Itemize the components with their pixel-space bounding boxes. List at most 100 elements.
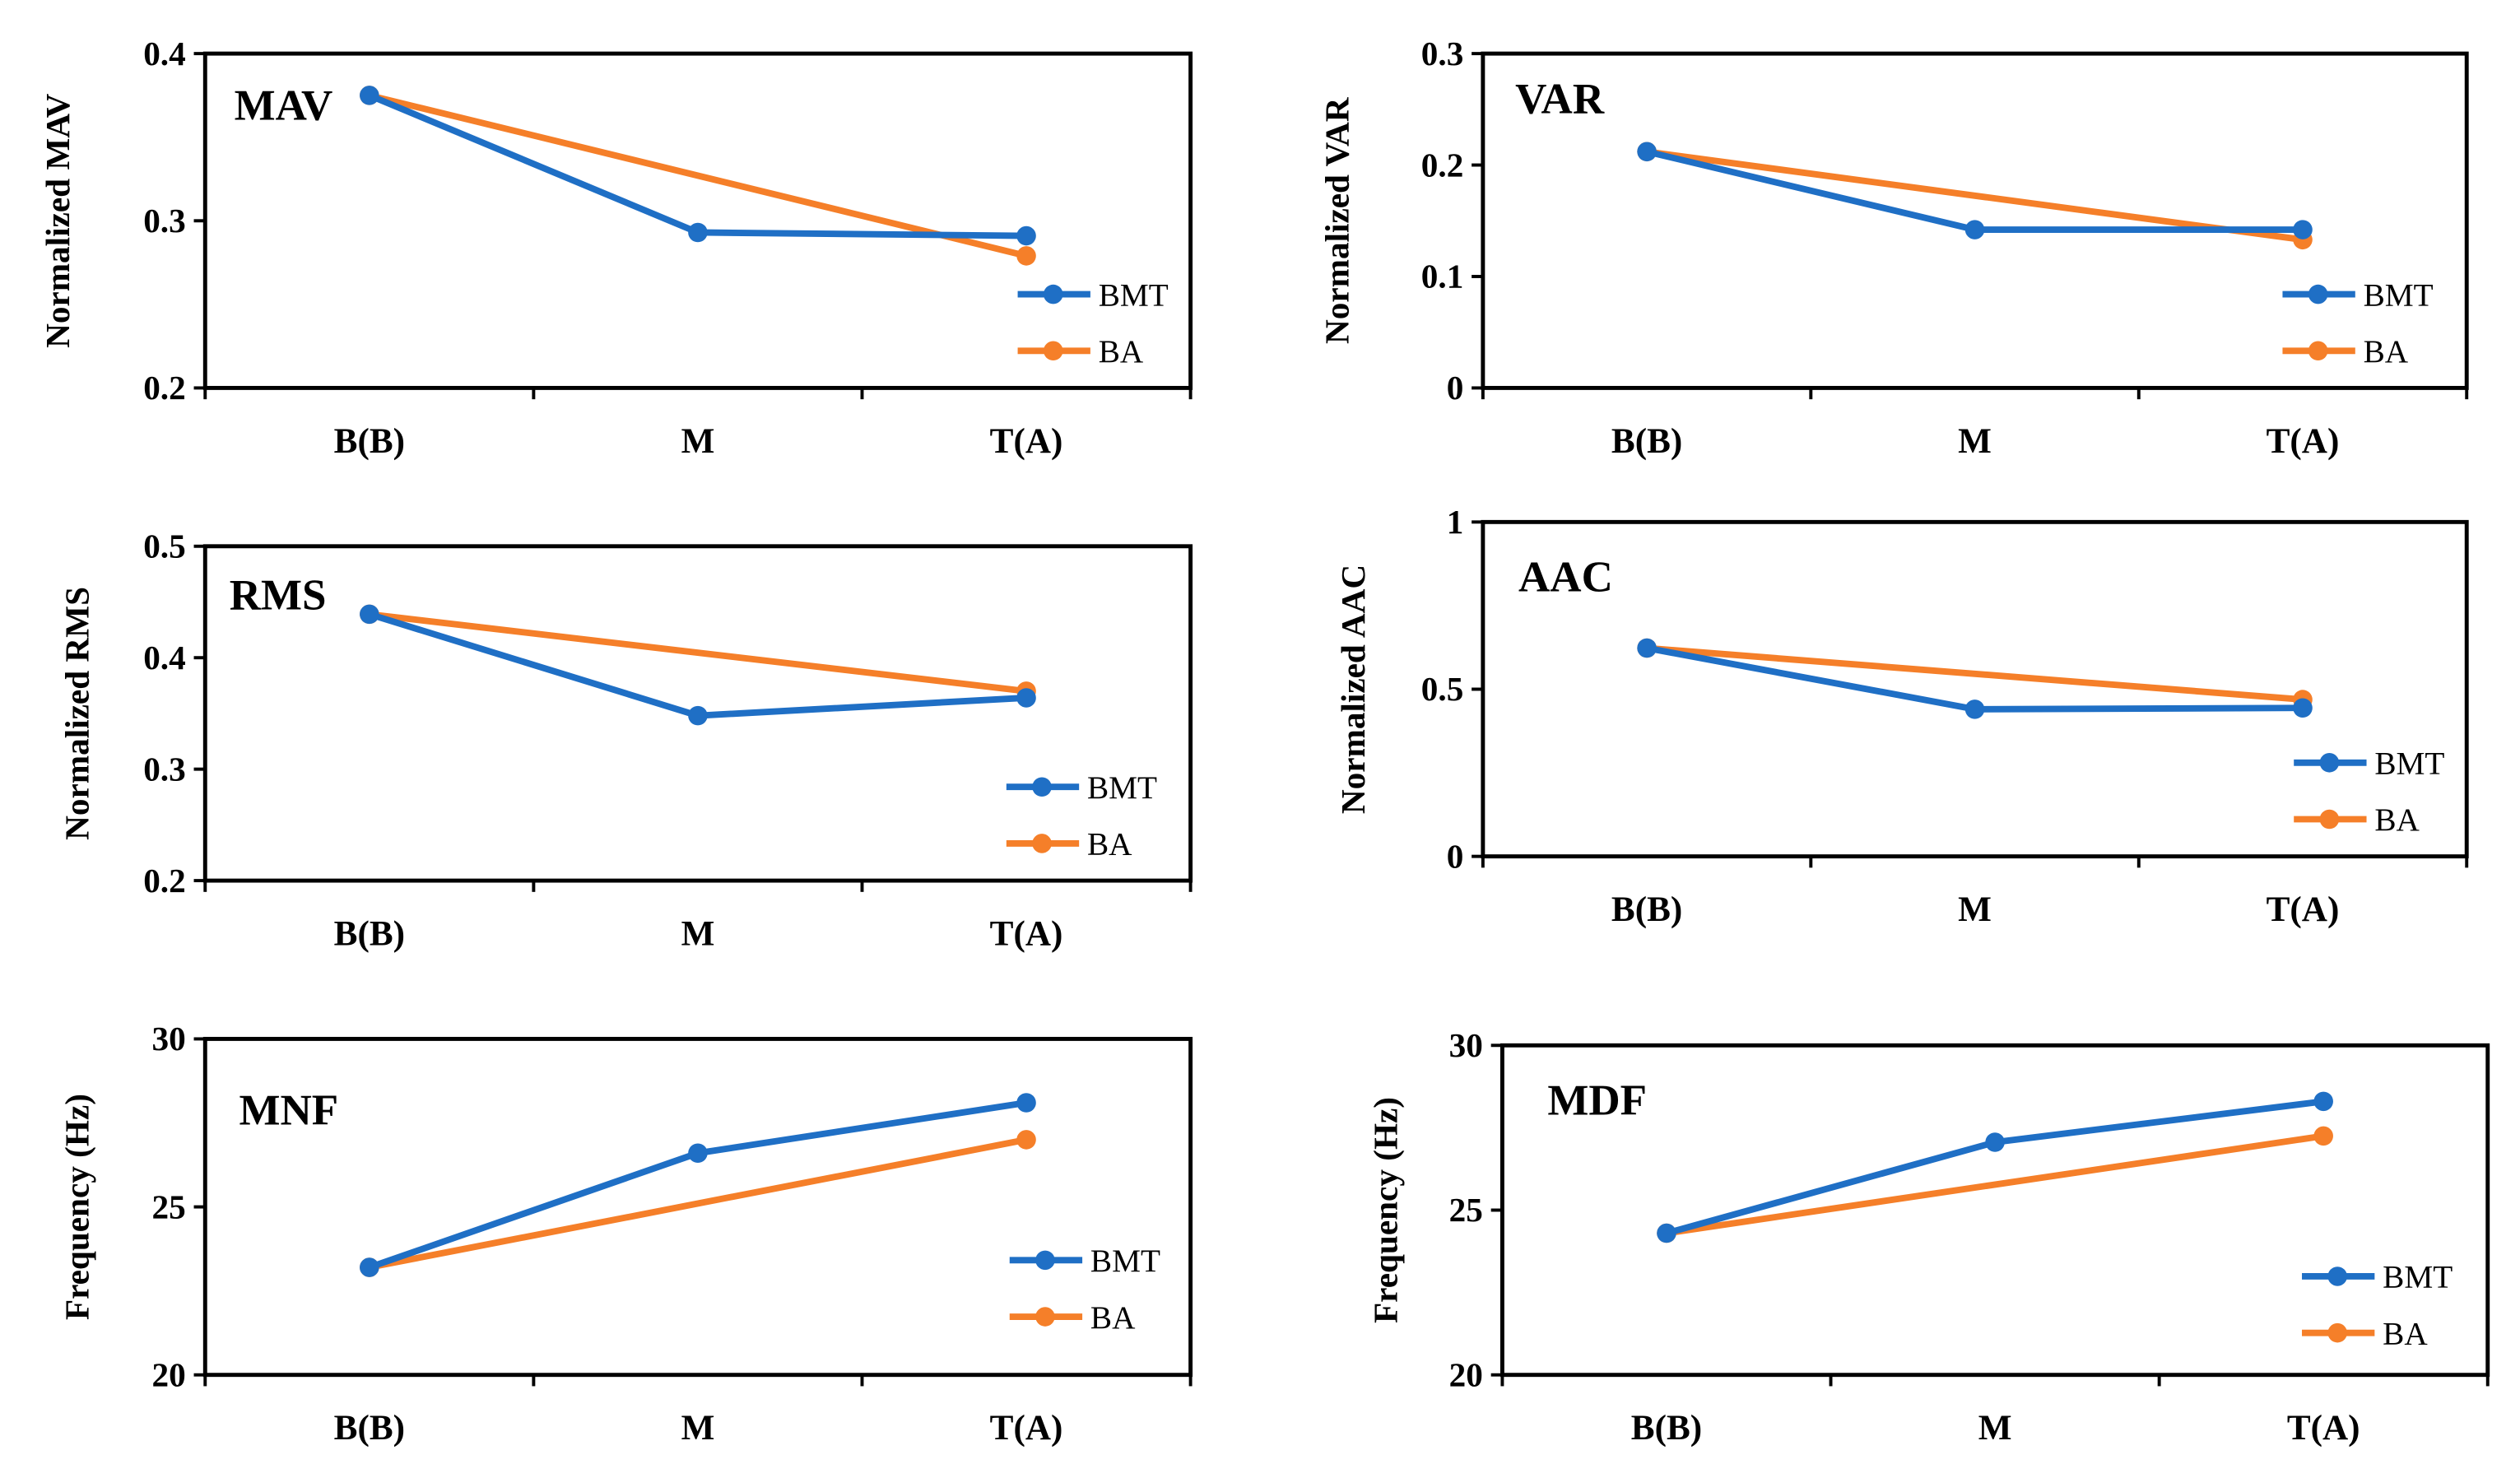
data-point-bmt xyxy=(2293,220,2313,239)
y-tick-label: 30 xyxy=(1449,1026,1483,1064)
legend-marker-bmt xyxy=(2308,284,2328,304)
legend-label-ba: BA xyxy=(2383,1316,2428,1351)
data-point-bmt xyxy=(1964,699,1985,719)
series-line-ba xyxy=(1666,1132,2324,1237)
legend-marker-ba xyxy=(2319,809,2340,830)
y-axis-label: Normalized VAR xyxy=(1318,96,1356,344)
x-tick-label: T(A) xyxy=(990,915,1063,954)
x-tick-label: B(B) xyxy=(1611,422,1682,461)
y-tick-label: 0.2 xyxy=(1421,146,1464,184)
y-tick-label: 25 xyxy=(1449,1191,1483,1229)
y-tick-label: 0.1 xyxy=(1421,258,1464,295)
legend-marker-ba xyxy=(2308,341,2328,361)
data-point-bmt xyxy=(688,222,708,243)
series-line-ba xyxy=(369,1136,1027,1271)
series-line-bmt xyxy=(368,611,1027,719)
data-point-bmt xyxy=(2293,698,2313,718)
series-line-ba xyxy=(368,92,1027,259)
legend-label-bmt: BMT xyxy=(1099,277,1169,313)
chart-rms: 0.2 0.3 0.4 0.5 B(B) M T(A) RMS Normalized RMS BM… xyxy=(58,528,1193,954)
data-point-bmt xyxy=(1016,225,1036,246)
chart-title: MDF xyxy=(1547,1077,1647,1125)
data-point-ba xyxy=(1016,246,1036,266)
y-tick-label: 0.5 xyxy=(1421,670,1464,708)
series-line-ba xyxy=(1646,644,2304,703)
y-tick-label: 0 xyxy=(1447,369,1464,407)
series-line-ba xyxy=(369,611,1027,695)
x-tick-label: M xyxy=(1958,890,1992,929)
x-tick-label: M xyxy=(1978,1409,2012,1448)
legend-marker-ba xyxy=(1035,1307,1055,1327)
data-point-bmt xyxy=(360,1257,379,1277)
chart-title: MNF xyxy=(239,1086,338,1134)
y-axis-label: Normalized RMS xyxy=(58,587,96,840)
y-tick-label: 0.5 xyxy=(143,528,186,565)
x-tick-label: B(B) xyxy=(334,422,405,461)
legend-marker-bmt xyxy=(2319,753,2340,773)
data-point-bmt xyxy=(688,705,708,726)
legend-label-ba: BA xyxy=(2374,802,2420,838)
series-line-bmt xyxy=(1665,1098,2324,1237)
data-point-bmt xyxy=(360,86,379,105)
data-point-bmt xyxy=(1637,638,1657,658)
chart-var: 0 0.1 0.2 0.3 B(B) M T(A) VAR Normalized VAR BMT B… xyxy=(1318,35,2469,461)
data-point-bmt xyxy=(360,604,379,625)
data-point-bmt xyxy=(1016,1093,1036,1113)
plot-frame xyxy=(202,51,1193,390)
plot-frame xyxy=(1481,51,2469,390)
data-point-ba xyxy=(1016,1130,1036,1150)
data-point-bmt xyxy=(1964,220,1985,239)
legend-label-bmt: BMT xyxy=(2374,746,2444,782)
y-tick-label: 0.3 xyxy=(143,202,186,239)
y-tick-label: 0.2 xyxy=(143,862,186,899)
legend-label-ba: BA xyxy=(1099,334,1144,369)
chart-mdf: 20 25 30 B(B) M T(A) MDF Frequency (Hz) BMT BA xyxy=(1366,1026,2490,1448)
y-tick-label: 0.2 xyxy=(143,369,186,407)
x-tick-label: B(B) xyxy=(1631,1409,1702,1448)
legend-label-bmt: BMT xyxy=(1087,770,1157,806)
legend-marker-ba xyxy=(1032,834,1052,853)
y-tick-label: 0.4 xyxy=(143,639,186,676)
legend-marker-bmt xyxy=(1035,1250,1055,1271)
x-tick-label: M xyxy=(681,422,715,461)
plot-frame xyxy=(202,544,1193,883)
x-tick-label: T(A) xyxy=(2287,1409,2360,1448)
y-tick-label: 20 xyxy=(152,1355,186,1393)
data-point-ba xyxy=(2313,1126,2333,1146)
legend-label-bmt: BMT xyxy=(1090,1243,1160,1279)
x-tick-label: B(B) xyxy=(334,1409,405,1448)
x-tick-label: B(B) xyxy=(1611,890,1682,929)
data-point-bmt xyxy=(2313,1091,2333,1112)
data-point-bmt xyxy=(1985,1132,2005,1152)
legend-label-ba: BA xyxy=(2364,334,2409,369)
legend-label-bmt: BMT xyxy=(2383,1260,2453,1295)
data-point-bmt xyxy=(1637,142,1657,162)
y-axis-label: Frequency (Hz) xyxy=(1366,1097,1405,1323)
chart-aac: 0 0.5 1 B(B) M T(A) AAC Normalized AAC BMT BA xyxy=(1334,503,2469,929)
legend-label-ba: BA xyxy=(1090,1300,1136,1336)
legend-marker-ba xyxy=(1043,341,1063,361)
legend-marker-bmt xyxy=(1043,284,1063,304)
x-tick-label: T(A) xyxy=(2267,890,2340,929)
x-tick-label: T(A) xyxy=(2267,422,2340,461)
legend-marker-ba xyxy=(2327,1322,2347,1343)
chart-title: RMS xyxy=(230,571,327,619)
legend-marker-bmt xyxy=(2327,1266,2347,1286)
chart-title: MAV xyxy=(235,82,333,130)
series-line-bmt xyxy=(368,1099,1027,1271)
x-tick-label: M xyxy=(681,1409,715,1448)
y-axis-label: Normalized MAV xyxy=(39,93,77,348)
y-tick-label: 0.3 xyxy=(143,750,186,788)
data-point-bmt xyxy=(1657,1223,1676,1243)
chart-title: AAC xyxy=(1518,554,1613,602)
y-tick-label: 25 xyxy=(152,1187,186,1225)
x-tick-label: M xyxy=(1958,422,1992,461)
chart-mav: 0.2 0.3 0.4 B(B) M T(A) MAV Normalized MAV BMT BA xyxy=(39,35,1193,461)
x-tick-label: B(B) xyxy=(334,915,405,954)
legend-label-ba: BA xyxy=(1087,827,1132,862)
data-point-bmt xyxy=(688,1143,708,1164)
y-tick-label: 20 xyxy=(1449,1355,1483,1393)
chart-mnf: 20 25 30 B(B) M T(A) MNF Frequency (Hz) BMT BA xyxy=(58,1020,1193,1448)
y-axis-label: Normalized AAC xyxy=(1334,565,1372,814)
